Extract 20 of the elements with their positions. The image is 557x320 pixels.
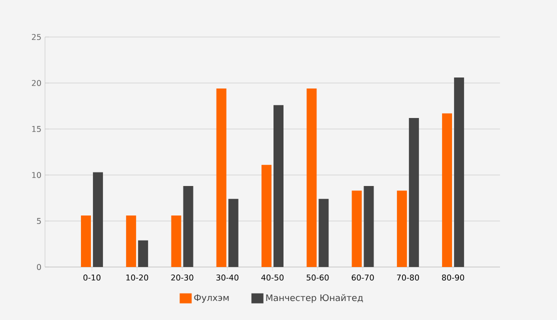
legend-label: Манчестер Юнайтед [266, 294, 363, 303]
bar [126, 215, 136, 267]
bar [318, 198, 329, 267]
bar [364, 186, 374, 267]
bar [454, 77, 464, 267]
bar [138, 240, 148, 267]
bar [352, 190, 362, 267]
legend-label: Фулхэм [194, 294, 229, 303]
bar [228, 198, 238, 267]
bar [262, 164, 272, 267]
bar [408, 118, 419, 267]
bar [216, 88, 226, 267]
bar [442, 113, 452, 267]
bar [274, 105, 284, 267]
bar [306, 88, 317, 267]
bar [92, 172, 103, 267]
bar [396, 190, 407, 267]
bar [80, 215, 91, 267]
bar [183, 186, 194, 267]
bar [171, 215, 182, 267]
